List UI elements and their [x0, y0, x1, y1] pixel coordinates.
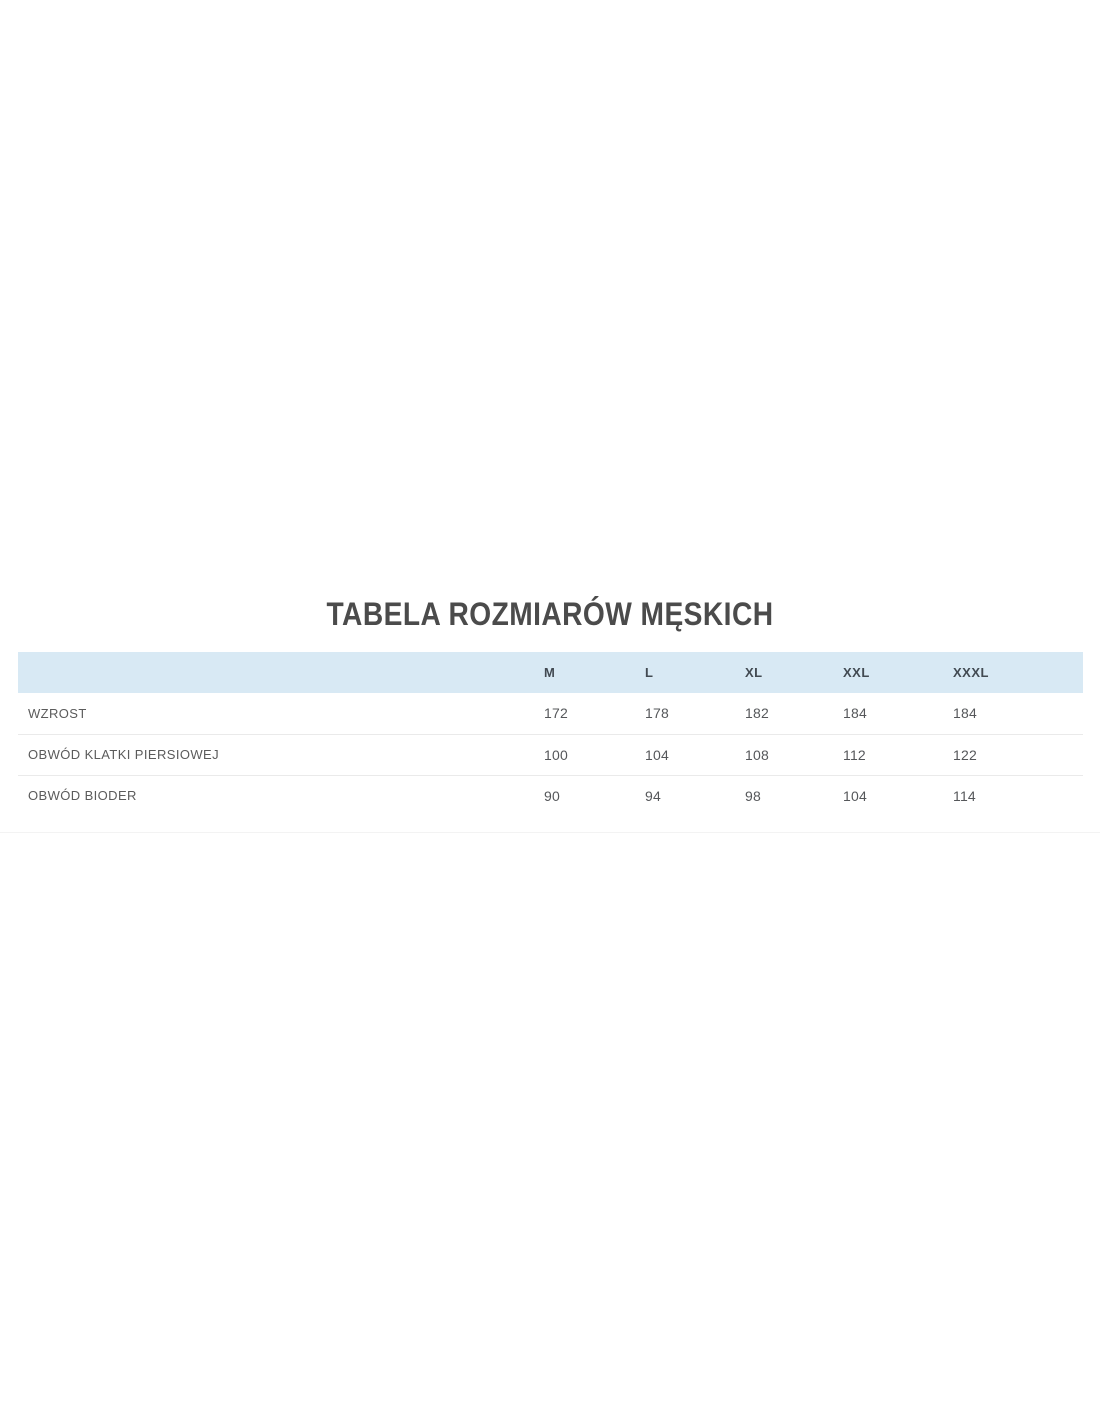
size-chart-title: TABELA ROZMIARÓW MĘSKICH: [326, 596, 774, 632]
size-value: 98: [735, 774, 833, 816]
header-cell-xl: XL: [745, 665, 763, 680]
size-table-header-row: M L XL XXL XXXL: [18, 652, 1083, 693]
row-label: OBWÓD BIODER: [18, 774, 534, 816]
size-value: 100: [534, 733, 635, 775]
header-cell-xxl: XXL: [843, 665, 870, 680]
header-cell-m: M: [544, 665, 556, 680]
size-value: 172: [544, 705, 568, 722]
size-value: 178: [645, 705, 669, 722]
header-cell-l: L: [645, 665, 654, 680]
size-value: 182: [745, 705, 769, 722]
size-table: M L XL XXL XXXL WZROST 172 178 182 184 1…: [18, 652, 1083, 816]
size-value: 184: [953, 705, 977, 722]
size-value: 94: [635, 774, 735, 816]
size-value: 104: [833, 774, 943, 816]
size-value: 108: [735, 733, 833, 775]
size-value: 112: [833, 733, 943, 775]
header-cell-xxxl: XXXL: [953, 665, 989, 680]
table-row-obwod-bioder: OBWÓD BIODER 90 94 98 104 114: [18, 774, 1083, 816]
size-value: 114: [943, 774, 1083, 816]
header-cell-empty: [18, 652, 534, 693]
section-bottom-divider: [0, 832, 1100, 833]
row-label: OBWÓD KLATKI PIERSIOWEJ: [18, 733, 534, 775]
table-row-obwod-klatki: OBWÓD KLATKI PIERSIOWEJ 100 104 108 112 …: [18, 733, 1083, 775]
size-value: 90: [534, 774, 635, 816]
size-value: 184: [843, 705, 867, 722]
size-value: 104: [635, 733, 735, 775]
size-value: 122: [943, 733, 1083, 775]
table-row-wzrost: WZROST 172 178 182 184 184: [18, 693, 1083, 734]
row-label: WZROST: [28, 705, 87, 721]
